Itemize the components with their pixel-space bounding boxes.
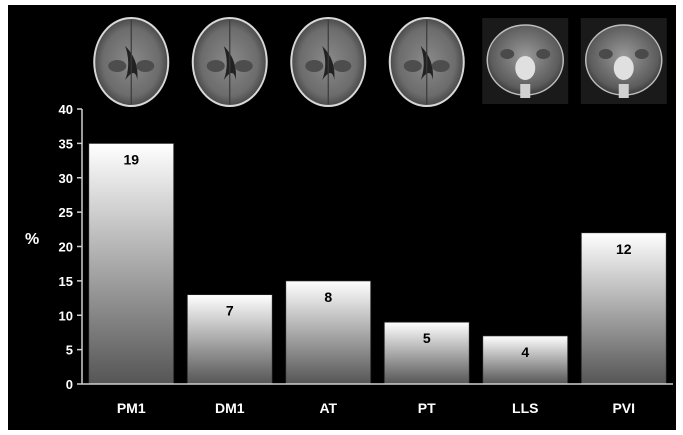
bar-lls [482,335,569,385]
data-label: 5 [423,330,431,346]
data-label: 12 [616,241,632,257]
bar-pm1 [88,142,175,385]
bar-at [285,280,372,385]
mri-thumbnail-lls [482,18,569,104]
data-label: 7 [226,303,234,319]
x-tick-label: PT [418,400,436,416]
mri-thumbnails [93,17,667,107]
mri-thumbnail-pt [388,17,465,107]
y-tick-label: 40 [59,102,73,117]
y-tick-label: 10 [59,308,73,323]
mri-thumbnail-dm1 [191,17,268,107]
x-tick-label: AT [319,400,337,416]
mri-thumbnail-at [290,17,367,107]
y-axis-label: % [25,231,39,248]
data-label: 4 [521,344,529,360]
data-label: 19 [123,151,139,167]
bar-pvi [580,232,667,385]
x-tick-label: PM1 [117,400,146,416]
y-tick-label: 25 [59,205,73,220]
bars-group: 19 7 8 5 4 12 [88,142,667,385]
data-label: 8 [324,289,332,305]
y-tick-label: 20 [59,240,73,255]
bar-pt [383,321,470,385]
bar-chart: 19 7 8 5 4 12 0 5 10 15 20 25 30 35 40 PM1 DM1 AT PT LLS PV… [25,17,673,416]
y-tick-label: 5 [66,343,73,358]
x-tick-label: LLS [512,400,538,416]
bar-dm1 [186,294,273,385]
y-tick-label: 35 [59,136,73,151]
mri-thumbnail-pvi [580,18,667,104]
axes-group: 0 5 10 15 20 25 30 35 40 PM1 DM1 AT PT LLS PVI [59,102,673,416]
x-tick-label: DM1 [215,400,245,416]
y-tick-label: 0 [66,377,73,392]
x-tick-label: PVI [612,400,635,416]
y-tick-label: 30 [59,171,73,186]
mri-thumbnail-pm1 [93,17,170,107]
chart-frame: 19 7 8 5 4 12 0 5 10 15 20 25 30 35 40 PM1 DM1 AT PT LLS PV… [8,5,676,430]
y-tick-label: 15 [59,274,73,289]
